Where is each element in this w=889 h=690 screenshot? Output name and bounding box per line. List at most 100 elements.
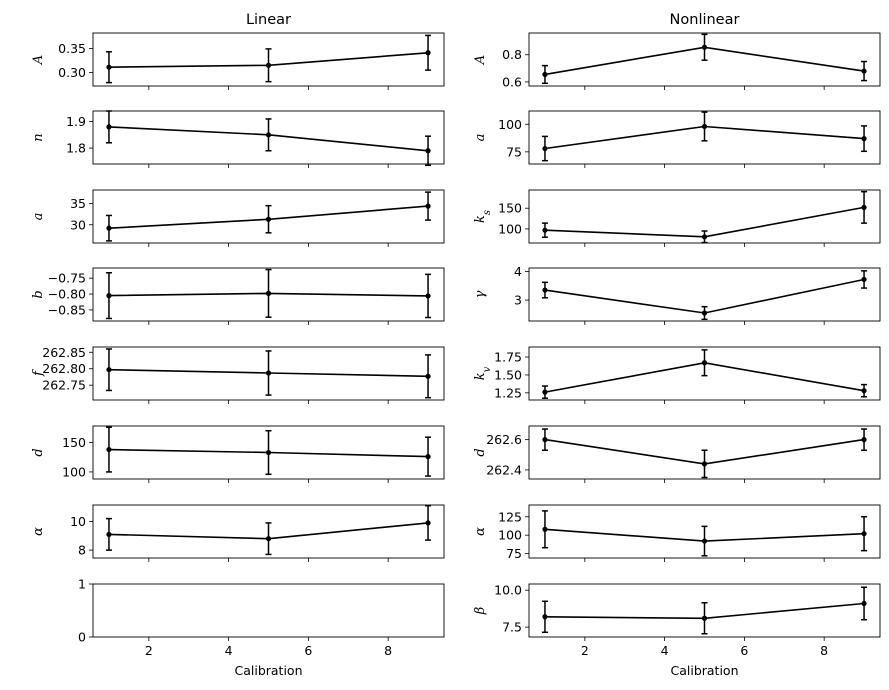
y-axis-label: A (473, 55, 488, 65)
y-tick-label: 1.75 (494, 350, 522, 365)
y-tick-label: 0.30 (58, 65, 86, 80)
data-point (861, 276, 867, 283)
y-axis-label: d (31, 448, 46, 456)
y-tick-label: 100 (498, 117, 522, 132)
data-point (701, 310, 708, 316)
data-point (861, 437, 867, 443)
y-tick-label: −0.75 (48, 271, 86, 286)
y-tick-label: 0.6 (502, 74, 522, 89)
panel-linear-1: 0.30 0.35 Linear A (31, 12, 445, 90)
data-point (861, 388, 867, 394)
y-tick-label: 8 (78, 543, 86, 558)
data-point (425, 293, 431, 299)
data-point (861, 531, 867, 537)
x-axis-label: Calibration (234, 663, 302, 678)
axes-frame (528, 504, 881, 559)
y-tick-label: 7.5 (502, 620, 522, 635)
data-point (701, 44, 708, 50)
y-tick-label: 1.8 (66, 141, 86, 156)
y-axis-label: A (31, 55, 46, 65)
y-axis-label: kv (473, 366, 493, 380)
x-tick-label: 8 (820, 643, 828, 658)
y-tick-label: 262.6 (486, 432, 522, 447)
panel-nonlinear-2: 75 100 a (473, 110, 881, 168)
data-point (265, 370, 272, 376)
panel-nonlinear-6: 262.4 262.6d (473, 425, 881, 483)
y-tick-label: 262.4 (486, 462, 522, 477)
axes-frame (528, 425, 881, 480)
axes-frame (92, 267, 445, 322)
data-point (542, 145, 548, 152)
axes-frame (92, 425, 445, 480)
data-point (542, 526, 548, 532)
y-tick-label: 1.25 (494, 385, 522, 400)
y-axis-label: α (473, 527, 488, 536)
data-point (861, 204, 867, 210)
axes-frame (528, 32, 881, 87)
data-point (542, 287, 548, 293)
data-point (542, 437, 548, 443)
y-tick-label: 1.9 (66, 114, 86, 129)
panel-nonlinear-8: 2 4 6 8 7.5 10.0 β Calibration (473, 583, 881, 678)
y-tick-label: 125 (498, 509, 522, 524)
axes-frame (528, 583, 881, 638)
y-axis-label: γ (473, 290, 488, 298)
y-axis-label: a (31, 213, 46, 221)
panel-linear-2: 1.8 1.9 n (31, 110, 445, 168)
x-tick-label: 6 (740, 643, 748, 658)
data-point (861, 136, 867, 142)
data-point (542, 614, 548, 620)
panel-linear-8: 2 4 6 8 0 1 Calibration (78, 577, 445, 678)
data-point (542, 227, 548, 233)
data-point (542, 71, 548, 78)
axes-frame (528, 267, 881, 322)
data-point (425, 520, 431, 526)
y-tick-label: 10 (70, 514, 86, 529)
y-tick-label: 0.35 (58, 41, 86, 56)
y-tick-label: 1 (78, 577, 86, 592)
panel-linear-6: 100 150 d (31, 425, 445, 483)
y-axis-label: a (473, 134, 488, 142)
x-tick-label: 4 (661, 643, 669, 658)
panel-linear-3: 30 35 a (31, 189, 445, 247)
data-point (106, 225, 112, 231)
data-point (106, 446, 112, 453)
data-point (106, 124, 112, 130)
panel-title: Linear (246, 12, 291, 28)
y-tick-label: 30 (70, 217, 86, 232)
x-tick-label: 6 (304, 643, 312, 658)
data-point (425, 373, 431, 379)
data-point (425, 454, 431, 460)
data-point (701, 234, 708, 240)
axes-frame (92, 583, 445, 638)
panel-title: Nonlinear (670, 12, 740, 28)
x-tick-label: 4 (225, 643, 233, 658)
data-point (106, 531, 112, 537)
data-point (265, 449, 272, 456)
data-point (265, 536, 272, 542)
x-tick-label: 2 (145, 643, 153, 658)
x-tick-label: 8 (384, 643, 392, 658)
data-point (701, 360, 708, 366)
data-point (106, 293, 112, 299)
y-axis-label: d (473, 448, 488, 456)
y-tick-label: 150 (498, 201, 522, 216)
y-axis-label: α (31, 527, 46, 536)
y-tick-label: 10.0 (494, 583, 522, 598)
data-point (701, 461, 708, 467)
y-axis-label: f (31, 369, 46, 377)
y-tick-label: 0 (78, 630, 86, 645)
y-tick-label: 262.75 (42, 378, 86, 393)
axes-frame (92, 504, 445, 559)
axes-frame (92, 346, 445, 401)
panel-linear-7: 8 10 α (31, 504, 445, 562)
panel-nonlinear-7: 75 100 125 α (473, 504, 881, 562)
data-point (265, 216, 272, 222)
y-tick-label: −0.85 (48, 302, 86, 317)
data-point (106, 64, 112, 70)
panel-nonlinear-3: 100 150 ks (473, 189, 881, 247)
data-point (542, 389, 548, 395)
